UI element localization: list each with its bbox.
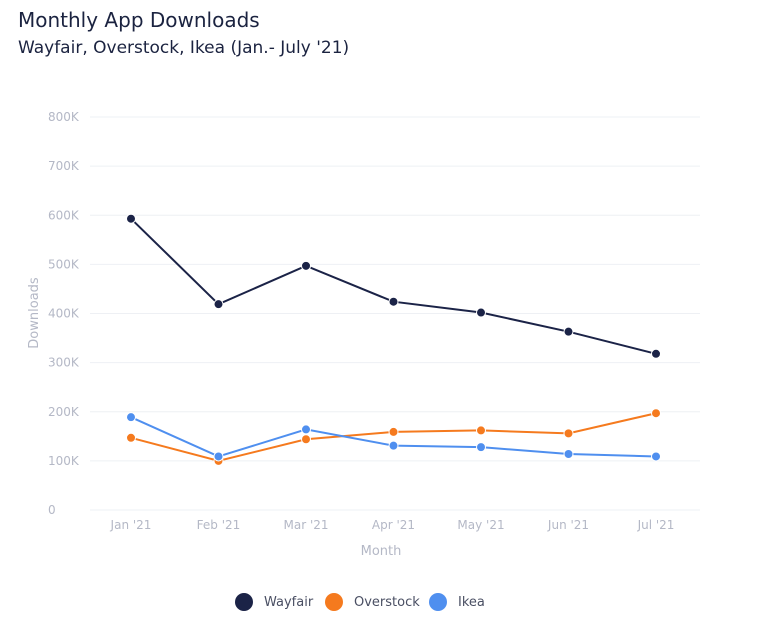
data-point-overstock[interactable] [126,432,136,443]
x-tick-label: Jul '21 [637,518,675,532]
y-tick-label: 400K [48,307,80,321]
data-point-ikea[interactable] [563,448,574,459]
data-point-wayfair[interactable] [651,348,661,359]
x-tick-label: May '21 [457,518,504,532]
data-point-ikea[interactable] [651,451,661,462]
data-point-wayfair[interactable] [301,260,311,271]
data-point-wayfair[interactable] [126,213,136,224]
legend-item-wayfair[interactable]: Wayfair [235,593,314,611]
y-tick-label: 0 [48,503,56,517]
x-axis-label: Month [361,544,402,559]
data-point-overstock[interactable] [301,434,311,445]
legend-label: Overstock [354,595,420,610]
y-tick-label: 100K [48,454,80,468]
data-point-overstock[interactable] [563,428,574,439]
y-tick-label: 700K [48,159,80,173]
data-point-overstock[interactable] [476,425,486,436]
legend-label: Wayfair [264,595,314,610]
legend-item-ikea[interactable]: Ikea [429,593,485,611]
y-axis-ticks: 0 100K 200K 300K 400K 500K 600K 700K 800K [48,110,80,517]
data-point-ikea[interactable] [388,440,399,451]
x-tick-label: Jan '21 [110,518,152,532]
data-point-ikea[interactable] [476,442,486,453]
x-axis-ticks: Jan '21 Feb '21 Mar '21 Apr '21 May '21 Jun '… [110,518,675,532]
series-lines [130,217,657,462]
data-point-ikea[interactable] [213,451,224,462]
series-points [126,213,661,466]
series-line-wayfair [130,217,657,355]
data-point-wayfair[interactable] [213,299,224,310]
legend-label: Ikea [458,595,485,610]
x-tick-label: Jun '21 [547,518,589,532]
x-tick-label: Apr '21 [372,518,415,532]
y-tick-label: 800K [48,110,80,124]
data-point-wayfair[interactable] [476,307,486,318]
data-point-ikea[interactable] [301,424,311,435]
data-point-overstock[interactable] [388,426,399,437]
chart-subtitle: Wayfair, Overstock, Ikea (Jan.- July '21… [18,38,350,58]
legend: Wayfair Overstock Ikea [235,593,485,611]
y-tick-label: 500K [48,257,80,271]
data-point-wayfair[interactable] [388,296,399,307]
legend-item-overstock[interactable]: Overstock [325,593,420,611]
chart-title: Monthly App Downloads [18,8,260,32]
legend-swatch [235,593,253,611]
data-point-wayfair[interactable] [563,326,574,337]
legend-swatch [429,593,447,611]
gridlines [90,116,700,511]
y-axis-label: Downloads [27,277,42,349]
data-point-overstock[interactable] [651,408,661,419]
x-tick-label: Feb '21 [197,518,241,532]
y-tick-label: 600K [48,208,80,222]
legend-swatch [325,593,343,611]
y-tick-label: 300K [48,356,80,370]
x-tick-label: Mar '21 [283,518,328,532]
data-point-ikea[interactable] [126,412,136,423]
y-tick-label: 200K [48,405,80,419]
